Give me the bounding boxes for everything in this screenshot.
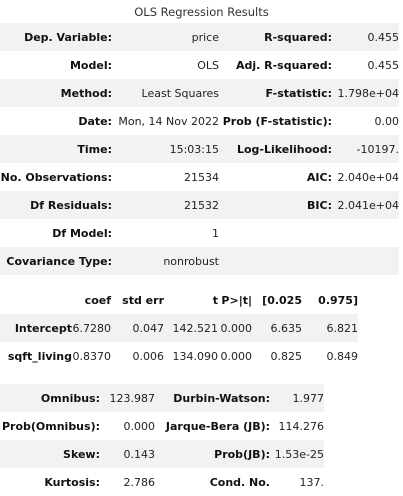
value-right: 2.041e+04 xyxy=(332,191,399,219)
value-right xyxy=(332,247,399,275)
summary-row: Method: Least Squares F-statistic: 1.798e+0… xyxy=(0,79,399,107)
label-right: Log-Likelihood: xyxy=(219,135,332,163)
diagnostics-row: Skew: 0.143 Prob(JB): 1.53e-25 xyxy=(0,440,324,468)
value-right: -10197. xyxy=(332,135,399,163)
coef-header-t: t xyxy=(212,293,218,307)
coef-name: Intercept xyxy=(0,314,72,342)
coef-header-p: P>|t| xyxy=(221,293,252,307)
label-left: Kurtosis: xyxy=(44,475,100,489)
label-left: No. Observations: xyxy=(0,170,112,184)
value-left: Mon, 14 Nov 2022 xyxy=(118,114,219,128)
ci-low-value: 0.825 xyxy=(270,349,303,363)
value-right: 137. xyxy=(299,475,325,489)
value-right: 0.00 xyxy=(374,114,400,128)
value-left: OLS xyxy=(197,58,219,72)
diagnostics-row: Prob(Omnibus): 0.000 Jarque-Bera (JB): 114.… xyxy=(0,412,324,440)
value-right: 1.977 xyxy=(270,384,324,412)
p-value: 0.000 xyxy=(218,314,252,342)
results-title: OLS Regression Results xyxy=(134,5,269,19)
label-left: Method: xyxy=(0,79,112,107)
value-right xyxy=(332,219,399,247)
label-left: Model: xyxy=(69,58,112,72)
label-right xyxy=(219,247,332,275)
t-value: 134.090 xyxy=(172,349,219,363)
diagnostics-table: Omnibus: 123.987 Durbin-Watson: 1.977 Prob(O… xyxy=(0,384,324,496)
std-err-value: 0.006 xyxy=(132,349,165,363)
summary-row: Dep. Variable: price R-squared: 0.455 xyxy=(0,23,399,51)
label-right: F-statistic: xyxy=(219,79,332,107)
label-left: Time: xyxy=(0,135,112,163)
value-left: Least Squares xyxy=(112,79,219,107)
ci-high-value: 6.821 xyxy=(302,314,358,342)
coef-table: coef std err t P>|t| [0.025 0.975] Inter… xyxy=(0,286,358,370)
summary-row: No. Observations: 21534 AIC: 2.040e+04 xyxy=(0,163,399,191)
value-left: 2.786 xyxy=(123,475,156,489)
ci-low-value: 6.635 xyxy=(252,314,302,342)
coef-row-sqft-living: sqft_living 0.8370 0.006 134.090 0.000 0… xyxy=(0,342,358,370)
label-right: Jarque-Bera (JB): xyxy=(165,419,270,433)
diagnostics-row: Kurtosis: 2.786 Cond. No. 137. xyxy=(0,468,324,496)
value-right: 0.455 xyxy=(332,23,399,51)
value-right: 2.040e+04 xyxy=(337,170,399,184)
value-left: 21532 xyxy=(112,191,219,219)
coef-value: 6.7280 xyxy=(72,314,111,342)
summary-row: Model: OLS Adj. R-squared: 0.455 xyxy=(0,51,399,79)
coef-header-blank xyxy=(0,286,72,314)
summary-row: Time: 15:03:15 Log-Likelihood: -10197. xyxy=(0,135,399,163)
label-left: Covariance Type: xyxy=(0,247,112,275)
label-left: Dep. Variable: xyxy=(0,23,112,51)
value-right: 0.455 xyxy=(367,58,400,72)
coef-header-ci-low: [0.025 xyxy=(262,293,302,307)
label-left: Date: xyxy=(78,114,112,128)
value-right: 1.798e+04 xyxy=(332,79,399,107)
coef-header-ci-high: 0.975] xyxy=(318,293,358,307)
coef-value: 0.8370 xyxy=(72,349,112,363)
label-right: AIC: xyxy=(306,170,332,184)
value-left: 21534 xyxy=(184,170,219,184)
label-right: Prob(JB): xyxy=(155,440,270,468)
label-right: Durbin-Watson: xyxy=(155,384,270,412)
value-left: 123.987 xyxy=(100,384,155,412)
coef-row-intercept: Intercept 6.7280 0.047 142.521 0.000 6.6… xyxy=(0,314,358,342)
summary-row: Covariance Type: nonrobust xyxy=(0,247,399,275)
coef-header-row: coef std err t P>|t| [0.025 0.975] xyxy=(0,286,358,314)
summary-body: Dep. Variable: price R-squared: 0.455 Model:… xyxy=(0,23,399,275)
label-right: Cond. No. xyxy=(209,475,270,489)
coef-header-std-err: std err xyxy=(122,293,164,307)
label-left: Skew: xyxy=(0,440,100,468)
label-right: BIC: xyxy=(219,191,332,219)
coef-name: sqft_living xyxy=(7,349,72,363)
label-left: Df Model: xyxy=(52,226,112,240)
label-left: Prob(Omnibus): xyxy=(1,419,100,433)
label-right: Adj. R-squared: xyxy=(235,58,332,72)
value-left: 0.143 xyxy=(100,440,155,468)
diagnostics-body: Omnibus: 123.987 Durbin-Watson: 1.977 Prob(O… xyxy=(0,384,324,496)
label-left: Omnibus: xyxy=(0,384,100,412)
label-right: Prob (F-statistic): xyxy=(222,114,332,128)
value-right: 114.276 xyxy=(278,419,325,433)
summary-row: Df Residuals: 21532 BIC: 2.041e+04 xyxy=(0,191,399,219)
std-err-value: 0.047 xyxy=(111,314,164,342)
summary-table: Dep. Variable: price R-squared: 0.455 Model:… xyxy=(0,23,399,275)
value-left: price xyxy=(112,23,219,51)
value-left: 0.000 xyxy=(123,419,156,433)
value-left: nonrobust xyxy=(112,247,219,275)
summary-row: Date: Mon, 14 Nov 2022 Prob (F-statistic):… xyxy=(0,107,399,135)
label-right xyxy=(219,219,332,247)
value-left: 15:03:15 xyxy=(112,135,219,163)
t-value: 142.521 xyxy=(164,314,218,342)
label-left: Df Residuals: xyxy=(0,191,112,219)
coef-header-coef: coef xyxy=(84,293,111,307)
value-right: 1.53e-25 xyxy=(270,440,324,468)
value-left: 1 xyxy=(212,226,219,240)
ci-high-value: 0.849 xyxy=(326,349,359,363)
summary-row: Df Model: 1 xyxy=(0,219,399,247)
p-value: 0.000 xyxy=(220,349,253,363)
diagnostics-row: Omnibus: 123.987 Durbin-Watson: 1.977 xyxy=(0,384,324,412)
label-right: R-squared: xyxy=(219,23,332,51)
